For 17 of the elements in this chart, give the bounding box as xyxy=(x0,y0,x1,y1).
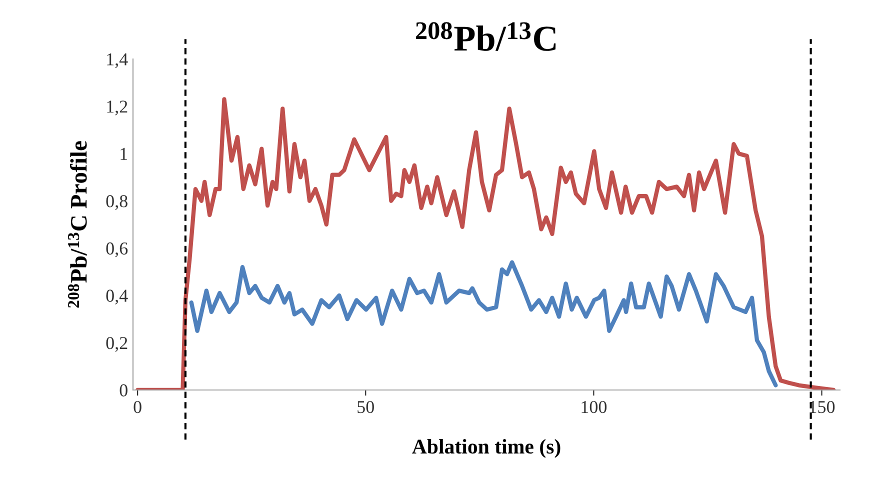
x-tick-label: 150 xyxy=(810,400,835,414)
y-axis-title: $^{208}$Pb/$^{13}$C Profile xyxy=(68,141,87,308)
y-tick-label: 0 xyxy=(120,384,128,396)
x-tick-label: 0 xyxy=(134,400,142,414)
y-tick-label: 0,8 xyxy=(106,195,128,210)
y-tick-label: 1,2 xyxy=(107,100,128,116)
x-tick-label: 100 xyxy=(582,400,607,414)
x-axis-title: Ablation time (s) xyxy=(412,439,560,458)
y-tick-label: 0,4 xyxy=(106,290,128,304)
y-tick-label: 0,2 xyxy=(106,336,128,352)
x-tick-label: 50 xyxy=(358,400,374,414)
chart-title: $^{208}$Pb/$^{13}$C xyxy=(416,22,556,51)
y-tick-label: 0,6 xyxy=(106,242,128,258)
y-tick-label: 1,4 xyxy=(107,53,128,68)
line-series xyxy=(135,97,836,390)
y-tick-label: 1 xyxy=(120,148,128,160)
line-series xyxy=(189,260,778,388)
